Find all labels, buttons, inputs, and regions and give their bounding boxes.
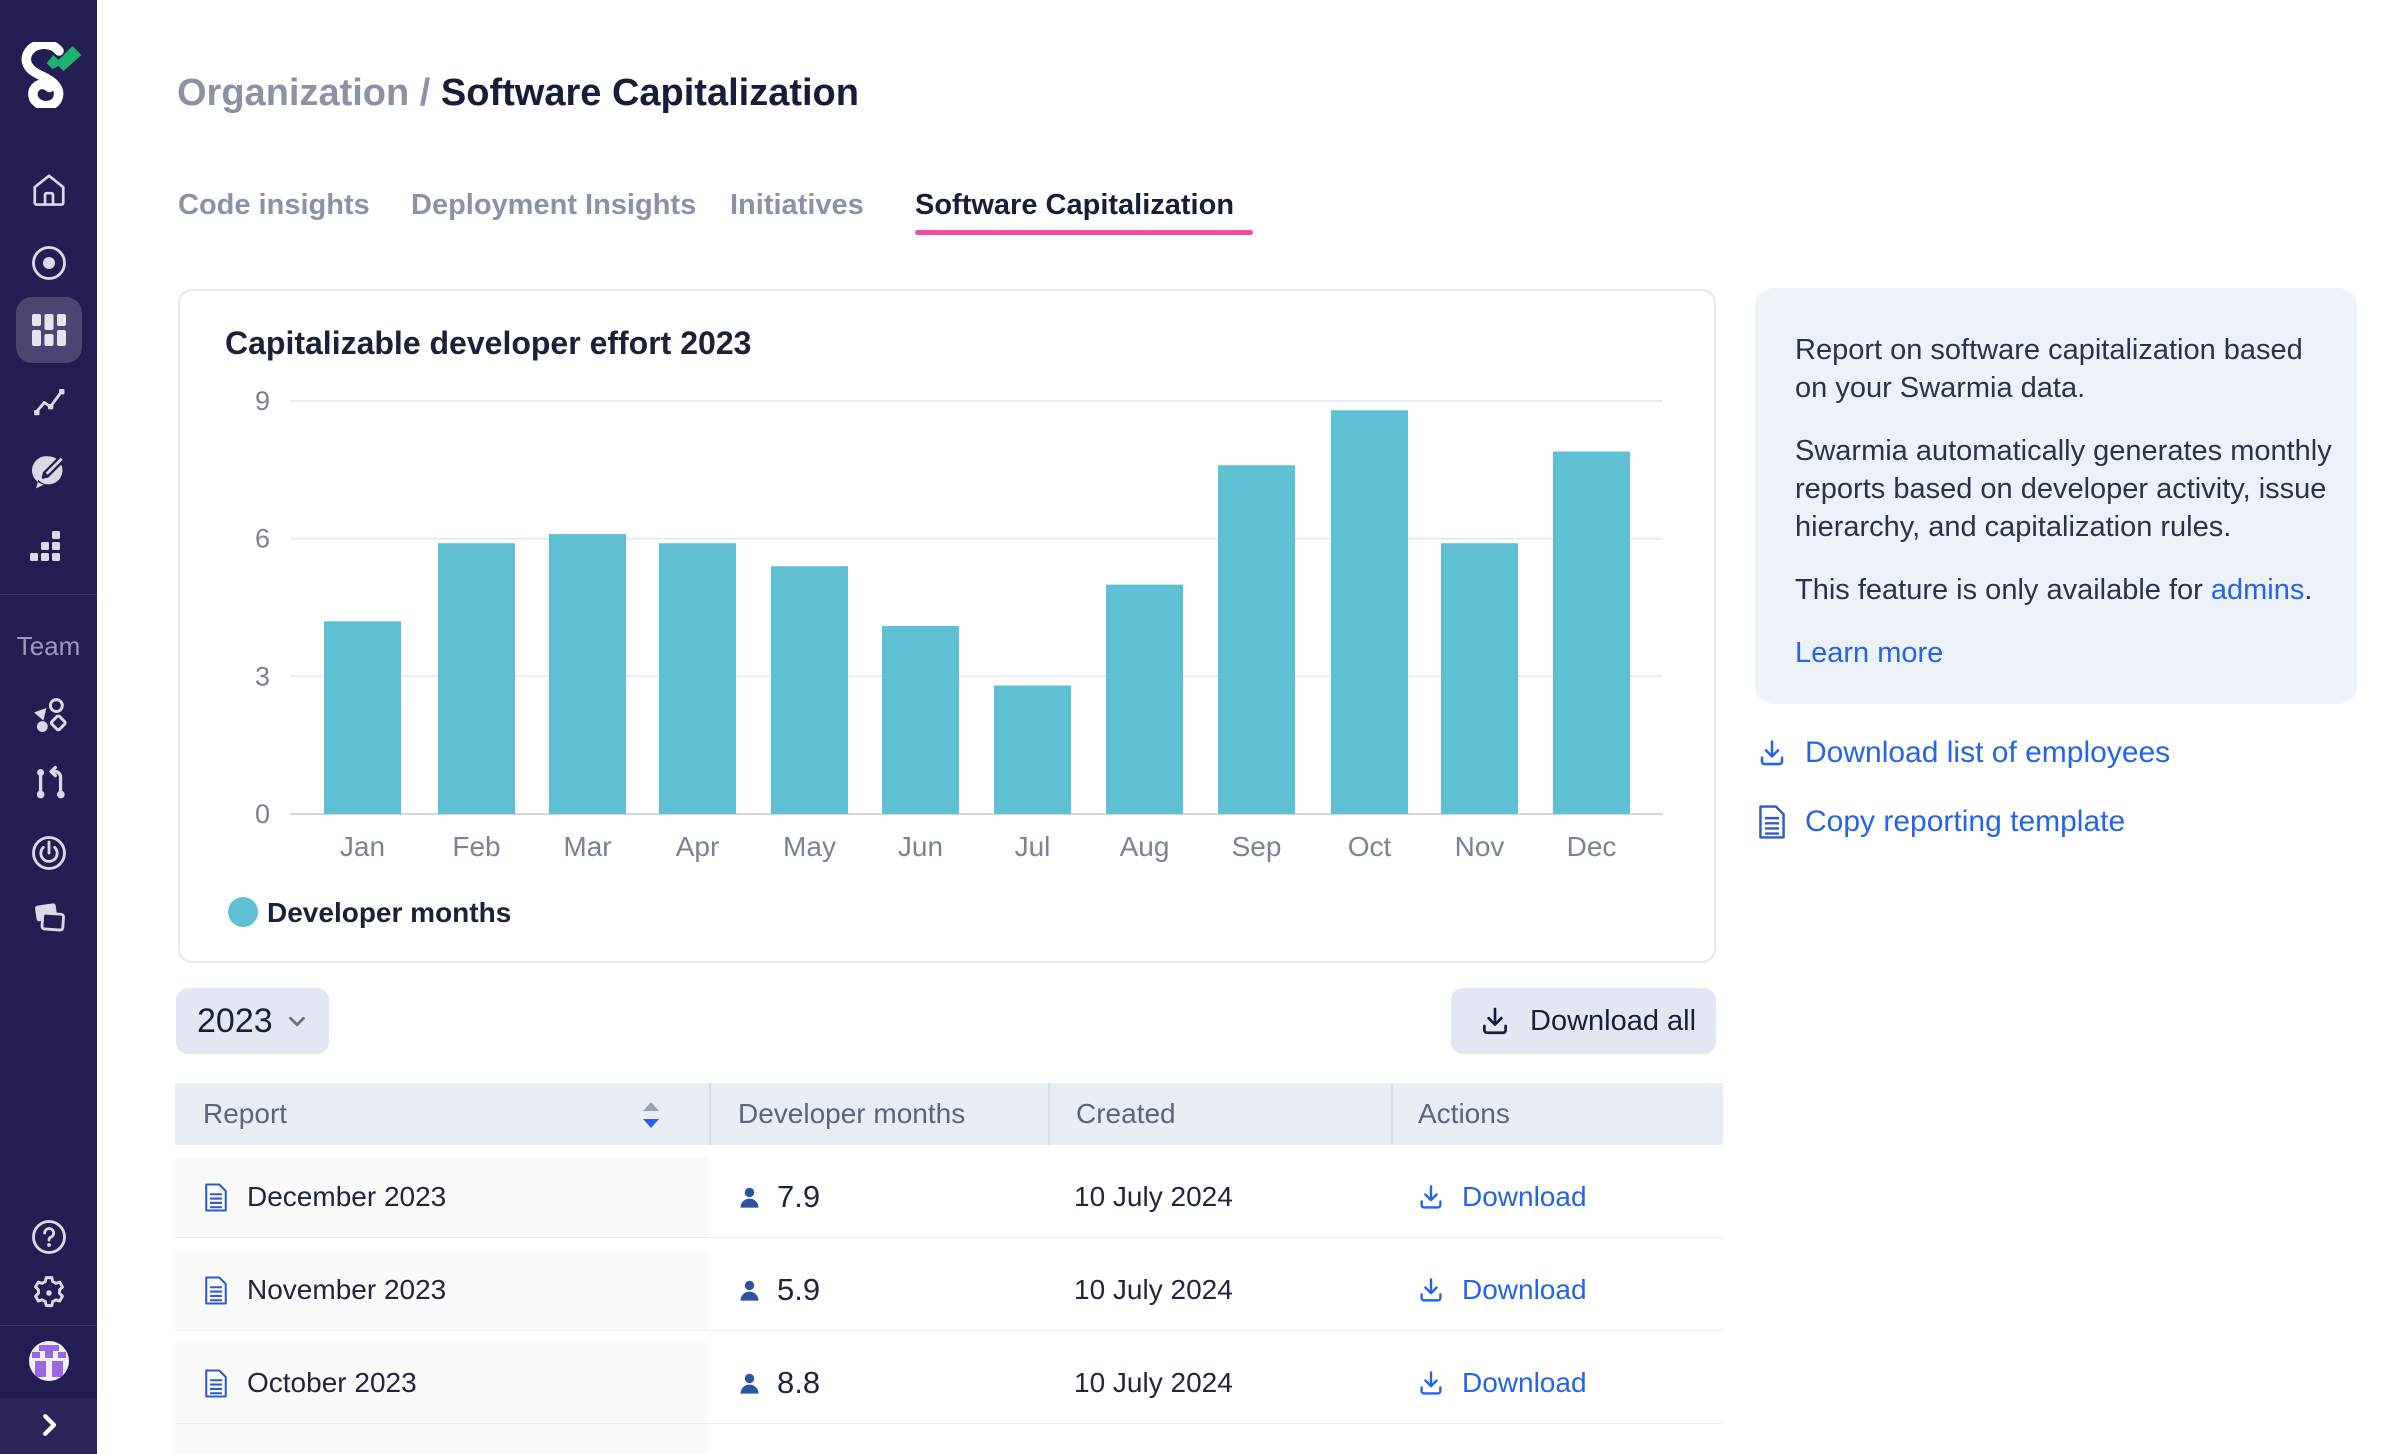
svg-text:3: 3 <box>255 661 270 691</box>
svg-text:Aug: Aug <box>1120 831 1170 862</box>
svg-text:Apr: Apr <box>676 831 720 862</box>
svg-text:Developer months: Developer months <box>267 897 511 928</box>
svg-text:Jun: Jun <box>898 831 943 862</box>
svg-text:Sep: Sep <box>1232 831 1282 862</box>
svg-text:6: 6 <box>255 524 270 554</box>
svg-text:9: 9 <box>255 386 270 416</box>
svg-text:Nov: Nov <box>1455 831 1505 862</box>
svg-text:0: 0 <box>255 799 270 829</box>
svg-text:Mar: Mar <box>563 831 611 862</box>
svg-text:Feb: Feb <box>452 831 500 862</box>
svg-text:Jul: Jul <box>1015 831 1051 862</box>
svg-text:Jan: Jan <box>340 831 385 862</box>
svg-text:May: May <box>783 831 836 862</box>
svg-text:Oct: Oct <box>1348 831 1392 862</box>
svg-text:Dec: Dec <box>1567 831 1617 862</box>
